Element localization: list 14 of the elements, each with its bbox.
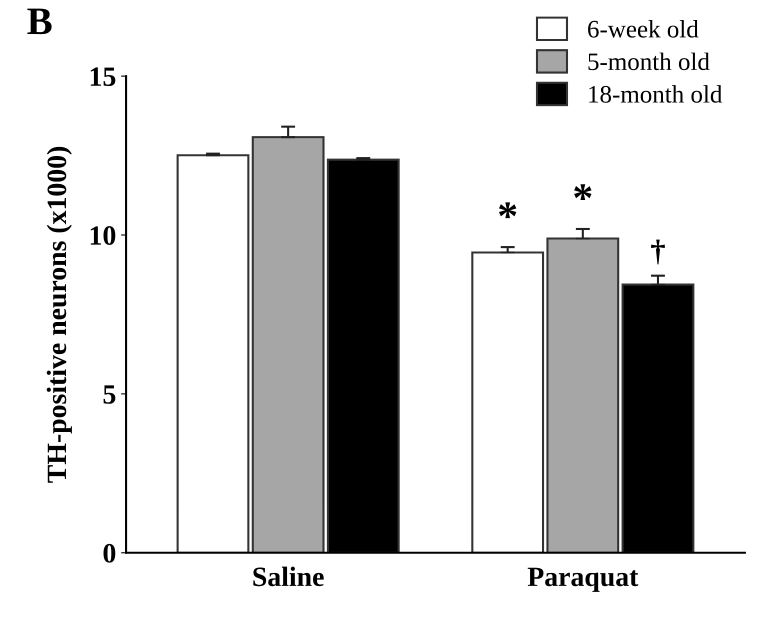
x-tick-label: Paraquat (528, 568, 638, 592)
y-tick-label: 5 (104, 385, 116, 404)
x-tick-label: Saline (253, 566, 324, 586)
legend-label: 5-month old (588, 52, 710, 70)
y-axis-title: TH-positive neurons (x1000) (46, 146, 72, 483)
annotation: * (574, 184, 592, 200)
legend-label: 18-month old (589, 85, 722, 103)
legend-label: 6-week old (588, 20, 698, 38)
y-tick-label: 15 (90, 67, 116, 86)
annotation: * (498, 202, 516, 218)
y-tick-label: 0 (104, 544, 116, 563)
annotation: † (651, 240, 665, 264)
chart-title: B (27, 8, 52, 34)
y-tick-label: 10 (90, 226, 116, 245)
